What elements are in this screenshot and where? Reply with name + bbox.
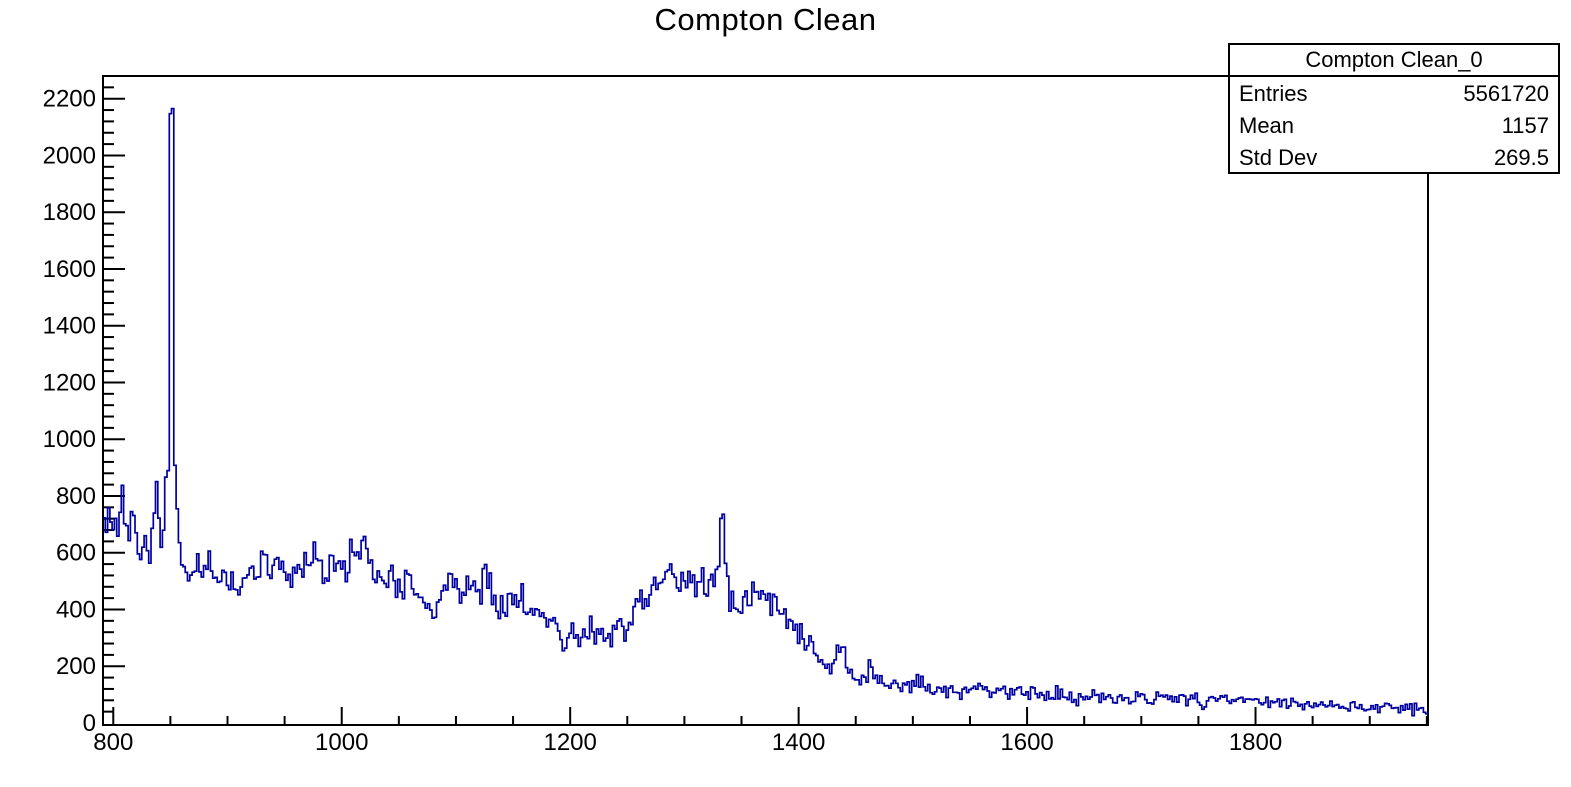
y-tick-label: 0 <box>83 710 96 737</box>
histogram-line <box>103 107 1428 717</box>
chart-title: Compton Clean <box>654 2 877 37</box>
stats-row-stddev: Std Dev 269.5 <box>1230 141 1558 173</box>
stats-value-mean: 1157 <box>1501 113 1549 138</box>
y-tick-label: 2000 <box>43 142 96 169</box>
x-tick-label: 1800 <box>1229 729 1282 756</box>
stats-box-title: Compton Clean_0 <box>1230 45 1558 77</box>
stats-label-mean: Mean <box>1239 113 1295 138</box>
y-tick-label: 800 <box>56 483 96 510</box>
y-tick-label: 1200 <box>43 369 96 396</box>
stats-box: Compton Clean_0 Entries 5561720 Mean 115… <box>1228 43 1560 174</box>
x-tick-label: 1000 <box>315 729 368 756</box>
y-tick-label: 2200 <box>43 86 96 113</box>
x-tick-label: 800 <box>93 729 133 756</box>
stats-label-entries: Entries <box>1239 81 1308 106</box>
y-tick-label: 200 <box>56 653 96 680</box>
x-tick-label: 1600 <box>1000 729 1053 756</box>
x-tick-label: 1400 <box>772 729 825 756</box>
stats-row-entries: Entries 5561720 <box>1230 77 1558 109</box>
y-tick-label: 600 <box>56 540 96 567</box>
y-tick-label: 400 <box>56 596 96 623</box>
stats-value-entries: 5561720 <box>1463 81 1549 106</box>
y-tick-label: 1600 <box>43 256 96 283</box>
x-tick-label: 1200 <box>543 729 596 756</box>
y-tick-label: 1000 <box>43 426 96 453</box>
y-tick-label: 1800 <box>43 199 96 226</box>
plot-frame <box>102 75 1429 726</box>
y-tick-label: 1400 <box>43 313 96 340</box>
stats-label-stddev: Std Dev <box>1239 145 1318 170</box>
stats-value-stddev: 269.5 <box>1493 145 1549 170</box>
stats-row-mean: Mean 1157 <box>1230 109 1558 141</box>
